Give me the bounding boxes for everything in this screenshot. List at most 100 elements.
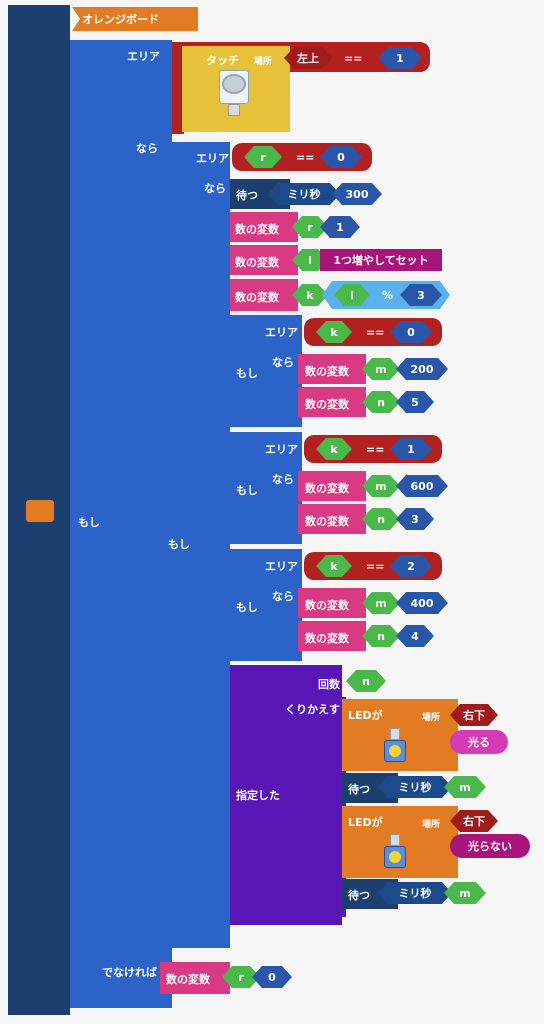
branch-0-label: もし (236, 367, 258, 380)
branch-1-set-0-var[interactable]: m (362, 475, 400, 497)
branch-0-set-0-var[interactable]: m (362, 358, 400, 380)
else-set-block[interactable] (160, 962, 230, 994)
branch-1-set-1-var[interactable]: n (362, 508, 400, 530)
branch-1-value[interactable]: 1 (390, 438, 432, 460)
branch-2-then-label: なら (272, 590, 294, 603)
branch-0-value[interactable]: 0 (390, 321, 432, 343)
led-on-state[interactable]: 光る (450, 730, 508, 754)
led-on-pin (390, 728, 400, 740)
modulo-lhs[interactable]: i (334, 284, 370, 306)
inner-compare-value[interactable]: 0 (320, 146, 362, 168)
led-off-pin (390, 834, 400, 846)
repeat-block[interactable] (230, 665, 342, 925)
led-on-bulb (389, 745, 401, 757)
branch-0-block[interactable] (230, 315, 302, 427)
branch-1-set-0-label: 数の変数 (305, 482, 349, 495)
touch-sensor-pin (228, 104, 240, 116)
inc-i-block[interactable] (230, 245, 298, 275)
led-on-label: LEDが (348, 709, 383, 722)
if-outer-block[interactable] (70, 40, 172, 1008)
if-outer-then-label: なら (136, 142, 158, 155)
branch-2-set-0-value[interactable]: 400 (396, 592, 448, 614)
branch-2-set-0-var[interactable]: m (362, 592, 400, 614)
branch-0-set-0[interactable] (298, 354, 366, 384)
branch-1-block[interactable] (230, 432, 302, 544)
else-set-label: 数の変数 (166, 973, 210, 986)
branch-2-set-0-label: 数の変数 (305, 599, 349, 612)
branch-0-area-label: エリア (265, 326, 298, 339)
wait1-var[interactable]: m (444, 776, 486, 798)
branch-0-set-0-value[interactable]: 200 (396, 358, 448, 380)
set-k-block[interactable] (230, 279, 298, 311)
led-on-location-label: 場所 (422, 713, 441, 723)
branch-2-area-label: エリア (265, 560, 298, 573)
wait1-label: 待つ (348, 783, 370, 796)
branch-1-op: == (366, 443, 385, 456)
led-off-location[interactable]: 右下 (450, 810, 498, 832)
branch-1-set-1[interactable] (298, 504, 366, 534)
branch-2-var[interactable]: k (316, 555, 352, 577)
set-r-block[interactable] (230, 212, 298, 242)
set-k-var[interactable]: k (292, 284, 328, 306)
branch-2-set-0[interactable] (298, 588, 366, 618)
led-on-location[interactable]: 右下 (450, 704, 498, 726)
wait-label: 待つ (236, 189, 258, 202)
if-inner-block[interactable] (160, 142, 230, 948)
led-off-location-label: 場所 (422, 820, 441, 830)
branch-2-label: もし (236, 601, 258, 614)
modulo-rhs[interactable]: 3 (400, 284, 442, 306)
branch-0-op: == (366, 326, 385, 339)
if-inner-then-label: なら (204, 182, 226, 195)
branch-0-set-0-label: 数の変数 (305, 365, 349, 378)
branch-0-set-1[interactable] (298, 387, 366, 417)
modulo-op: % (382, 289, 394, 302)
board-icon (26, 500, 54, 522)
board-block[interactable]: オレンジボード (72, 7, 198, 31)
branch-0-set-1-label: 数の変数 (305, 398, 349, 411)
branch-1-set-0[interactable] (298, 471, 366, 501)
set-r-value[interactable]: 1 (320, 216, 360, 238)
inc-i-label: 数の変数 (235, 256, 279, 269)
set-k-label: 数の変数 (235, 291, 279, 304)
wait-value[interactable]: 300 (332, 183, 382, 205)
touch-location-label: 場所 (254, 57, 273, 67)
else-set-value[interactable]: 0 (252, 966, 292, 988)
touch-op: == (344, 52, 363, 65)
branch-2-set-1-value[interactable]: 4 (396, 625, 434, 647)
repeat-count-var[interactable]: n (346, 670, 386, 692)
branch-1-set-1-label: 数の変数 (305, 515, 349, 528)
if-outer-area-label: エリア (127, 50, 160, 63)
wait-unit: ミリ秒 (268, 183, 340, 205)
wait2-label: 待つ (348, 889, 370, 902)
inc-i-action[interactable]: 1つ増やしてセット (320, 249, 442, 271)
touch-sensor-pad (222, 74, 246, 94)
branch-2-block[interactable] (230, 549, 302, 661)
else-set-var[interactable]: r (222, 966, 260, 988)
branch-1-set-1-value[interactable]: 3 (396, 508, 434, 530)
set-r-label: 数の変数 (235, 223, 279, 236)
branch-1-set-0-value[interactable]: 600 (396, 475, 448, 497)
inner-compare-var[interactable]: r (244, 146, 282, 168)
if-inner-label: もし (168, 538, 190, 551)
if-inner-area-label: エリア (196, 152, 229, 165)
led-off-state[interactable]: 光らない (450, 834, 530, 858)
set-r-var[interactable]: r (292, 216, 328, 238)
branch-0-set-1-var[interactable]: n (362, 391, 400, 413)
branch-2-set-1[interactable] (298, 621, 366, 651)
branch-2-value[interactable]: 2 (390, 555, 432, 577)
touch-location-value[interactable]: 左上 (284, 47, 332, 69)
wait2-unit: ミリ秒 (378, 882, 452, 904)
branch-2-set-1-var[interactable]: n (362, 625, 400, 647)
touch-value[interactable]: 1 (378, 47, 422, 69)
branch-0-then-label: なら (272, 356, 294, 369)
inner-compare-op: == (296, 151, 315, 164)
branch-0-set-1-value[interactable]: 5 (396, 391, 434, 413)
branch-1-var[interactable]: k (316, 438, 352, 460)
branch-0-var[interactable]: k (316, 321, 352, 343)
led-off-label: LEDが (348, 816, 383, 829)
touch-compare-base (172, 42, 184, 134)
inc-i-var[interactable]: i (292, 249, 328, 271)
board-label: オレンジボード (82, 13, 159, 26)
branch-1-area-label: エリア (265, 443, 298, 456)
wait2-var[interactable]: m (444, 882, 486, 904)
